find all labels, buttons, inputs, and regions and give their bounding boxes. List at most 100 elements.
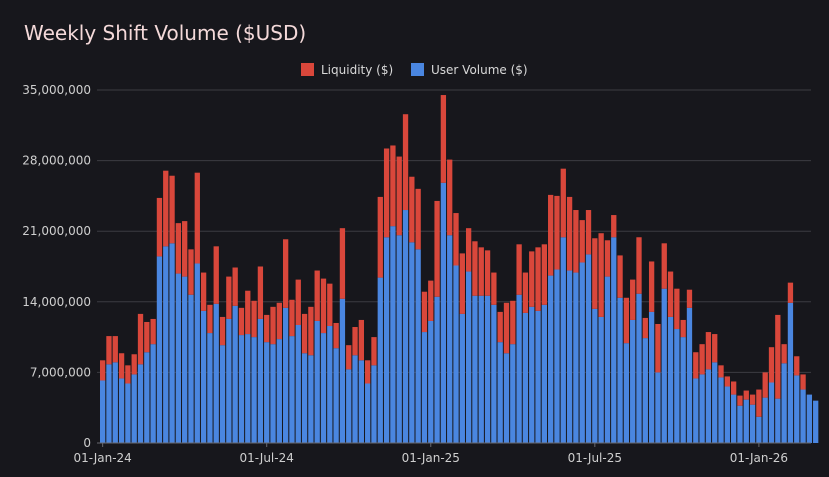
bar-user-volume[interactable] [339, 298, 346, 443]
bar-liquidity[interactable] [264, 314, 270, 343]
bar-liquidity[interactable] [762, 372, 768, 398]
bar-user-volume[interactable] [718, 377, 724, 443]
bar-user-volume[interactable] [775, 398, 781, 443]
bar-liquidity[interactable] [573, 210, 579, 273]
bar-liquidity[interactable] [434, 200, 440, 297]
bar-liquidity[interactable] [333, 322, 339, 349]
bar-user-volume[interactable] [118, 378, 125, 443]
bar-user-volume[interactable] [377, 277, 383, 443]
bar-user-volume[interactable] [680, 337, 686, 443]
bar-user-volume[interactable] [661, 288, 667, 443]
bar-user-volume[interactable] [737, 405, 743, 443]
bar-user-volume[interactable] [295, 325, 301, 443]
bar-liquidity[interactable] [623, 297, 630, 344]
bar-liquidity[interactable] [794, 356, 800, 376]
bar-liquidity[interactable] [402, 114, 409, 211]
bar-user-volume[interactable] [440, 182, 447, 444]
bar-user-volume[interactable] [226, 318, 232, 443]
bar-liquidity[interactable] [428, 280, 434, 321]
bar-liquidity[interactable] [529, 251, 535, 307]
bar-liquidity[interactable] [642, 317, 648, 339]
bar-user-volume[interactable] [686, 307, 693, 443]
bar-liquidity[interactable] [118, 353, 125, 379]
bar-liquidity[interactable] [478, 247, 484, 296]
bar-liquidity[interactable] [585, 210, 592, 255]
bar-liquidity[interactable] [182, 221, 188, 277]
bar-liquidity[interactable] [756, 389, 762, 417]
bar-liquidity[interactable] [421, 291, 428, 333]
bar-liquidity[interactable] [459, 253, 465, 314]
bar-liquidity[interactable] [346, 345, 352, 370]
bar-user-volume[interactable] [175, 273, 182, 443]
bar-user-volume[interactable] [182, 276, 188, 443]
bar-liquidity[interactable] [308, 306, 314, 356]
bar-liquidity[interactable] [472, 241, 478, 296]
bar-user-volume[interactable] [503, 353, 510, 443]
bar-user-volume[interactable] [251, 337, 257, 443]
bar-liquidity[interactable] [320, 278, 327, 334]
bar-liquidity[interactable] [453, 213, 459, 266]
bar-user-volume[interactable] [434, 296, 440, 443]
bar-user-volume[interactable] [762, 397, 768, 443]
bar-liquidity[interactable] [674, 288, 680, 330]
bar-liquidity[interactable] [617, 255, 623, 298]
bar-user-volume[interactable] [245, 334, 251, 443]
bar-user-volume[interactable] [611, 237, 617, 443]
bar-user-volume[interactable] [371, 365, 377, 443]
bar-user-volume[interactable] [585, 254, 592, 443]
bar-liquidity[interactable] [497, 311, 503, 343]
bar-user-volume[interactable] [472, 295, 478, 443]
bar-liquidity[interactable] [144, 321, 150, 353]
bar-liquidity[interactable] [522, 272, 529, 313]
bar-user-volume[interactable] [459, 313, 465, 443]
bar-user-volume[interactable] [282, 307, 289, 443]
bar-liquidity[interactable] [648, 261, 655, 312]
bar-liquidity[interactable] [667, 271, 674, 317]
bar-user-volume[interactable] [497, 342, 503, 443]
bar-liquidity[interactable] [604, 240, 611, 277]
bar-user-volume[interactable] [352, 355, 358, 443]
bar-liquidity[interactable] [219, 316, 226, 346]
bar-user-volume[interactable] [535, 310, 541, 443]
bar-liquidity[interactable] [630, 279, 636, 320]
bar-liquidity[interactable] [257, 266, 264, 319]
bar-user-volume[interactable] [150, 344, 156, 443]
bar-user-volume[interactable] [674, 329, 680, 443]
bar-liquidity[interactable] [548, 194, 554, 276]
bar-liquidity[interactable] [106, 336, 112, 365]
bar-user-volume[interactable] [806, 394, 813, 443]
bar-user-volume[interactable] [207, 333, 213, 443]
bar-user-volume[interactable] [712, 362, 718, 443]
bar-liquidity[interactable] [295, 279, 301, 325]
bar-liquidity[interactable] [270, 306, 276, 345]
bar-liquidity[interactable] [125, 365, 131, 384]
bar-user-volume[interactable] [642, 338, 648, 443]
bar-liquidity[interactable] [743, 390, 749, 400]
bar-user-volume[interactable] [731, 394, 737, 443]
bar-liquidity[interactable] [131, 354, 137, 375]
bar-user-volume[interactable] [465, 271, 472, 443]
bar-liquidity[interactable] [598, 233, 604, 317]
bar-user-volume[interactable] [516, 294, 522, 443]
bar-liquidity[interactable] [535, 247, 541, 311]
bar-user-volume[interactable] [478, 295, 484, 443]
bar-liquidity[interactable] [282, 239, 289, 308]
legend-item-user-volume[interactable]: User Volume ($) [411, 63, 528, 77]
bar-user-volume[interactable] [781, 363, 787, 443]
bar-liquidity[interactable] [440, 95, 447, 183]
bar-liquidity[interactable] [251, 300, 257, 338]
bar-liquidity[interactable] [579, 220, 585, 263]
bar-liquidity[interactable] [592, 238, 598, 309]
bar-user-volume[interactable] [800, 389, 806, 443]
bar-liquidity[interactable] [781, 344, 787, 364]
bar-liquidity[interactable] [339, 228, 346, 299]
bar-user-volume[interactable] [131, 374, 137, 443]
bar-liquidity[interactable] [560, 168, 566, 238]
bar-user-volume[interactable] [529, 306, 535, 443]
bar-user-volume[interactable] [579, 262, 585, 443]
bar-liquidity[interactable] [276, 302, 282, 340]
bar-user-volume[interactable] [396, 235, 402, 443]
bar-user-volume[interactable] [756, 416, 762, 443]
bar-user-volume[interactable] [648, 311, 655, 443]
bar-liquidity[interactable] [377, 196, 383, 278]
